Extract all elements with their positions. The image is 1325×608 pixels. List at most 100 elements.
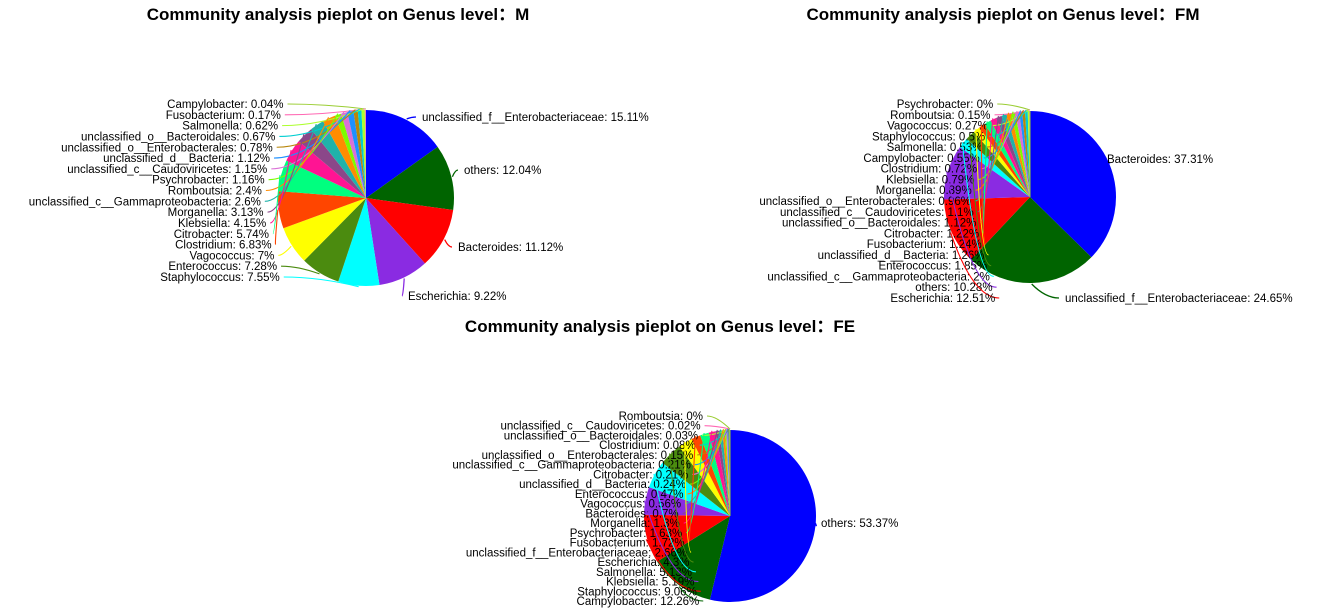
pie-slice-bacteroides <box>1030 111 1117 258</box>
slice-label-romboutsia: Romboutsia: 2.4% <box>168 186 262 198</box>
leader-line <box>271 111 345 170</box>
slice-label-morganella: Morganella: 3.13% <box>168 207 264 219</box>
slice-label-unclassified-o-bacteroidales: unclassified_o__Bacteroidales: 0.03% <box>504 430 698 442</box>
pie-slice-vagococcus <box>1027 111 1030 197</box>
pie-slice-fusobacterium <box>979 123 1030 197</box>
pie-slice-enterococcus <box>722 430 730 516</box>
pie-slice-salmonella <box>649 462 730 516</box>
pie-slice-unclassified-c-gammaproteobacteria <box>727 430 730 516</box>
slice-label-psychrobacter: Psychrobacter: 1.63% <box>570 528 683 540</box>
slice-label-unclassified-c-caudoviricetes: unclassified_c__Caudoviricetes: 1.1% <box>780 207 974 219</box>
slice-label-psychrobacter: Psychrobacter: 1.16% <box>152 175 265 187</box>
pie-slice-salmonella <box>1022 111 1030 197</box>
pie-slice-unclassified-d-bacteria <box>724 430 730 516</box>
pie-slice-campylobacter <box>657 516 730 600</box>
slice-label-fusobacterium: Fusobacterium: 0.17% <box>166 110 281 122</box>
leader-line <box>989 109 1027 137</box>
slice-label-unclassified-d-bacteria: unclassified_d__Bacteria: 1.26% <box>818 250 985 262</box>
slice-label-escherichia: Escherichia: 12.51% <box>890 293 995 305</box>
leader-line <box>273 110 351 159</box>
leader-line <box>997 103 1031 111</box>
slice-label-bacteroides: Bacteroides: 11.12% <box>458 242 563 254</box>
leader-line <box>278 245 292 256</box>
leader-line <box>444 239 453 248</box>
pie-slice-others <box>944 147 1030 200</box>
pie-slice-campylobacter <box>1019 111 1030 197</box>
pie-slice-citrobacter <box>984 120 1030 197</box>
pie-slice-enterococcus <box>304 198 366 282</box>
leader-line <box>1100 158 1111 164</box>
slice-label-unclassified-c-caudoviricetes: unclassified_c__Caudoviricetes: 0.02% <box>500 421 700 433</box>
leader-line <box>268 113 339 181</box>
pie-slice-enterococcus <box>966 131 1030 197</box>
pie-fm: Bacteroides: 37.31% unclassified_f__Enter… <box>759 99 1292 305</box>
slice-label-campylobacter: Campylobacter: 0.04% <box>167 99 283 111</box>
slice-label-unclassified-f-enterobacteriaceae: unclassified_f__Enterobacteriaceae: 24.6… <box>1065 293 1293 305</box>
leader-line <box>961 142 994 277</box>
pie-slice-unclassified-c-gammaproteobacteria <box>959 138 1030 197</box>
slice-label-clostridium: Clostridium: 0.72% <box>881 164 978 176</box>
leader-line <box>1031 283 1060 299</box>
leader-line <box>451 169 459 177</box>
pie-slice-staphylococcus <box>338 198 380 287</box>
slice-label-psychrobacter: Psychrobacter: 0% <box>897 99 994 111</box>
slice-label-staphylococcus: Staphylococcus: 7.55% <box>160 272 280 284</box>
slice-label-fusobacterium: Fusobacterium: 1.72% <box>570 538 685 550</box>
pie-slice-morganella <box>1006 113 1030 197</box>
leader-line <box>678 586 704 602</box>
pie-slice-staphylococcus <box>644 514 730 562</box>
slice-label-klebsiella: Klebsiella: 0.79% <box>886 174 974 186</box>
slice-label-enterococcus: Enterococcus: 1.85% <box>878 261 987 273</box>
pie-slice-bacteroides <box>366 198 454 264</box>
leader-line <box>814 522 818 527</box>
chart-title-m: Community analysis pieplot on Genus leve… <box>147 5 530 24</box>
slice-label-citrobacter: Citrobacter: 1.22% <box>884 228 979 240</box>
pie-slice-unclassified-c-gammaproteobacteria <box>311 121 366 198</box>
pie-slice-escherichia <box>366 198 425 285</box>
slice-label-salmonella: Salmonella: 0.53% <box>887 142 983 154</box>
pie-slice-others <box>709 430 817 603</box>
slice-label-citrobacter: Citrobacter: 0.21% <box>593 469 688 481</box>
pie-slice-clostridium <box>278 191 366 229</box>
slice-label-unclassified-o-enterobacterales: unclassified_o__Enterobacterales: 0.96% <box>759 196 971 208</box>
leader-line <box>645 539 701 592</box>
slice-label-escherichia: Escherichia: 4.3% <box>597 557 689 569</box>
leader-line <box>684 441 692 553</box>
leader-line <box>946 171 997 288</box>
leader-line <box>643 500 699 583</box>
pie-slice-clostridium <box>1015 111 1030 197</box>
pie-slice-klebsiella <box>644 487 730 516</box>
slice-label-vagococcus: Vagococcus: 7% <box>190 250 275 262</box>
slice-label-unclassified-o-bacteroidales: unclassified_o__Bacteroidales: 0.67% <box>81 131 275 143</box>
slice-label-salmonella: Salmonella: 0.62% <box>182 121 278 133</box>
pie-slice-romboutsia <box>323 115 366 198</box>
leader-line <box>669 453 694 563</box>
slice-label-bacteroides: Bacteroides: 0.7% <box>585 508 678 520</box>
chart-title-fe: Community analysis pieplot on Genus leve… <box>465 317 855 336</box>
leader-line <box>267 134 305 213</box>
slice-label-enterococcus: Enterococcus: 7.28% <box>168 261 277 273</box>
pie-slice-salmonella <box>361 110 366 198</box>
pie-slice-psychrobacter <box>335 113 366 198</box>
pie-slice-citrobacter <box>726 430 730 516</box>
leader-line <box>704 425 731 430</box>
pie-slice-unclassified-c-caudoviricetes <box>996 115 1030 197</box>
leader-line <box>274 210 279 246</box>
slice-label-klebsiella: Klebsiella: 4.15% <box>178 218 266 230</box>
slice-label-salmonella: Salmonella: 5.13% <box>596 567 692 579</box>
leader-line <box>272 175 281 235</box>
slice-label-unclassified-c-gammaproteobacteria: unclassified_c__Gammaproteobacteria: 2% <box>767 271 989 283</box>
slice-label-unclassified-d-bacteria: unclassified_d__Bacteria: 0.24% <box>519 479 686 491</box>
leader-line <box>287 103 366 110</box>
leader-line <box>279 108 360 137</box>
chart-title-fm: Community analysis pieplot on Genus leve… <box>807 5 1200 24</box>
pie-slice-fusobacterium <box>364 110 366 198</box>
pie-slice-unclassified-d-bacteria <box>973 127 1030 197</box>
slice-label-fusobacterium: Fusobacterium: 1.24% <box>867 239 982 251</box>
slice-label-unclassified-o-enterobacterales: unclassified_o__Enterobacterales: 0.78% <box>61 142 273 154</box>
slice-label-campylobacter: Campylobacter: 12.26% <box>577 596 700 608</box>
leader-line <box>283 276 359 288</box>
slice-label-others: others: 12.04% <box>464 165 541 177</box>
pie-slice-unclassified-o-bacteroidales <box>990 118 1030 197</box>
